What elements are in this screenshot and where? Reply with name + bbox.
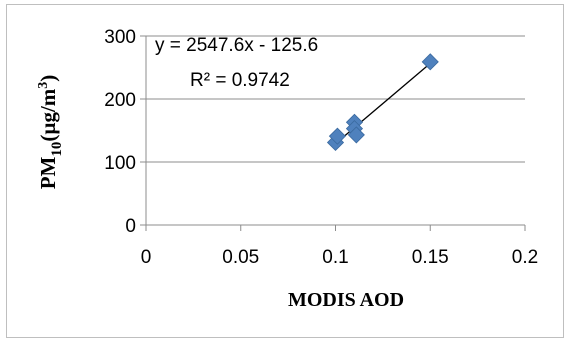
y-tick-label: 300 [104,27,136,48]
x-tick-label: 0.2 [512,247,538,268]
x-tick-label: 0 [141,247,152,268]
tick-labels: 0 100 200 300 0 0.05 0.1 0.15 0.2 [104,27,538,268]
y-axis-title-prefix: PM [36,156,60,189]
y-axis-title-superscript: 3 [36,82,51,89]
y-axis-title: PM10(µg/m3) [36,75,65,190]
y-tick-label: 100 [104,153,136,174]
y-axis-title-subscript: 10 [49,142,65,157]
data-point [328,127,346,145]
r-squared-label: R² = 0.9742 [190,70,290,91]
x-axis-title: MODIS AOD [288,289,404,311]
trendline-equation: y = 2547.6x - 125.6 [155,35,318,56]
y-axis-title-close: ) [36,75,60,82]
x-tick-label: 0.15 [412,247,449,268]
gridlines [146,35,525,163]
data-points [326,53,439,152]
y-tick-label: 200 [104,90,136,111]
axes [140,35,526,231]
chart-frame [6,4,564,338]
y-axis-title-unit: (µg/m [36,88,60,141]
x-tick-label: 0.05 [222,247,259,268]
data-point [347,126,365,144]
data-point [421,53,439,71]
y-tick-label: 0 [125,216,136,237]
x-tick-label: 0.1 [322,247,348,268]
